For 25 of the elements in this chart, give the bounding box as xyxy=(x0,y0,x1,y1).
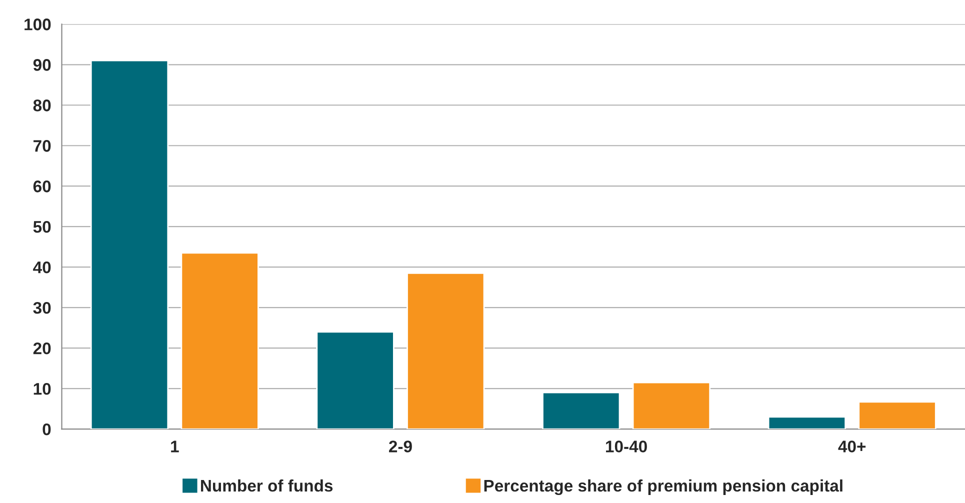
y-tick-label: 100 xyxy=(24,18,51,30)
bar xyxy=(180,252,259,430)
y-tick-label: 10 xyxy=(34,382,51,395)
x-tick-label: 1 xyxy=(171,440,179,452)
y-tick-label: 0 xyxy=(42,423,51,436)
bar xyxy=(858,401,936,430)
x-tick-label: 40+ xyxy=(838,440,866,452)
bar xyxy=(406,272,485,430)
y-tick-label: 50 xyxy=(33,221,51,233)
x-tick-label: 10-40 xyxy=(606,440,647,452)
bar xyxy=(542,392,620,430)
legend-label: Percentage share of premium pension capital xyxy=(484,479,842,496)
bar xyxy=(90,60,169,430)
bar xyxy=(316,331,394,430)
y-tick-label: 80 xyxy=(33,100,51,112)
y-tick-label: 60 xyxy=(33,180,51,192)
bar xyxy=(768,416,846,430)
y-tick-label: 20 xyxy=(33,342,51,354)
y-tick-label: 90 xyxy=(33,59,51,71)
x-tick-label: 2-9 xyxy=(389,440,412,452)
y-tick-label: 30 xyxy=(33,302,51,314)
y-tick-label: 40 xyxy=(33,261,51,274)
legend-label: Number of funds xyxy=(201,479,333,492)
y-tick-label: 70 xyxy=(34,140,51,152)
bar xyxy=(632,382,711,430)
